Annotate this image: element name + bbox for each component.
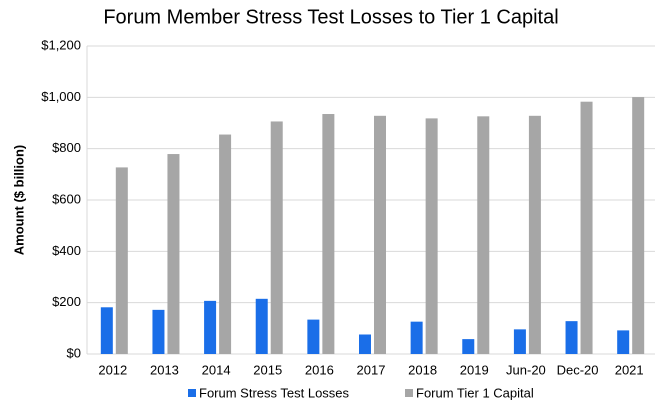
- bar: [219, 134, 232, 354]
- bar: [477, 116, 490, 355]
- x-tick-label: 2021: [615, 362, 644, 377]
- bar: [307, 319, 320, 354]
- x-tick-label: Jun-20: [506, 362, 546, 377]
- bar: [322, 114, 335, 355]
- bar: [359, 334, 371, 354]
- bar: [425, 118, 438, 354]
- bar: [528, 115, 541, 355]
- x-tick-label: 2014: [202, 362, 231, 377]
- y-tick-label: $600: [52, 191, 81, 206]
- y-tick-label: $1,000: [41, 89, 81, 104]
- bar: [410, 321, 423, 354]
- x-tick-label: 2019: [460, 362, 489, 377]
- y-tick-label: $200: [52, 294, 81, 309]
- bar: [513, 329, 526, 354]
- y-axis-label: Amount ($ billion): [11, 145, 26, 255]
- y-tick-label: $1,200: [41, 37, 81, 52]
- chart-title: Forum Member Stress Test Losses to Tier …: [103, 6, 558, 28]
- bar: [204, 300, 217, 354]
- bar: [580, 101, 593, 355]
- x-tick-label: 2013: [150, 362, 179, 377]
- y-tick-label: $0: [67, 345, 81, 360]
- legend-label: Forum Stress Test Losses: [199, 385, 350, 400]
- bar: [374, 115, 386, 355]
- bar: [255, 298, 268, 354]
- bar: [270, 121, 283, 355]
- bar: [115, 167, 128, 354]
- x-tick-label: Dec-20: [557, 362, 599, 377]
- y-tick-label: $800: [52, 140, 81, 155]
- bar: [167, 154, 180, 354]
- legend-label: Forum Tier 1 Capital: [416, 385, 534, 400]
- bar: [152, 309, 165, 354]
- bar: [462, 339, 475, 354]
- bar: [617, 330, 630, 354]
- x-tick-label: 2018: [408, 362, 437, 377]
- bar: [100, 307, 113, 354]
- x-tick-label: 2015: [253, 362, 282, 377]
- legend-swatch: [405, 389, 413, 397]
- x-tick-label: 2017: [357, 362, 386, 377]
- bar: [565, 321, 578, 354]
- x-tick-label: 2016: [305, 362, 334, 377]
- bar: [632, 97, 645, 355]
- legend-swatch: [188, 389, 196, 397]
- x-tick-label: 2012: [98, 362, 127, 377]
- y-tick-label: $400: [52, 243, 81, 258]
